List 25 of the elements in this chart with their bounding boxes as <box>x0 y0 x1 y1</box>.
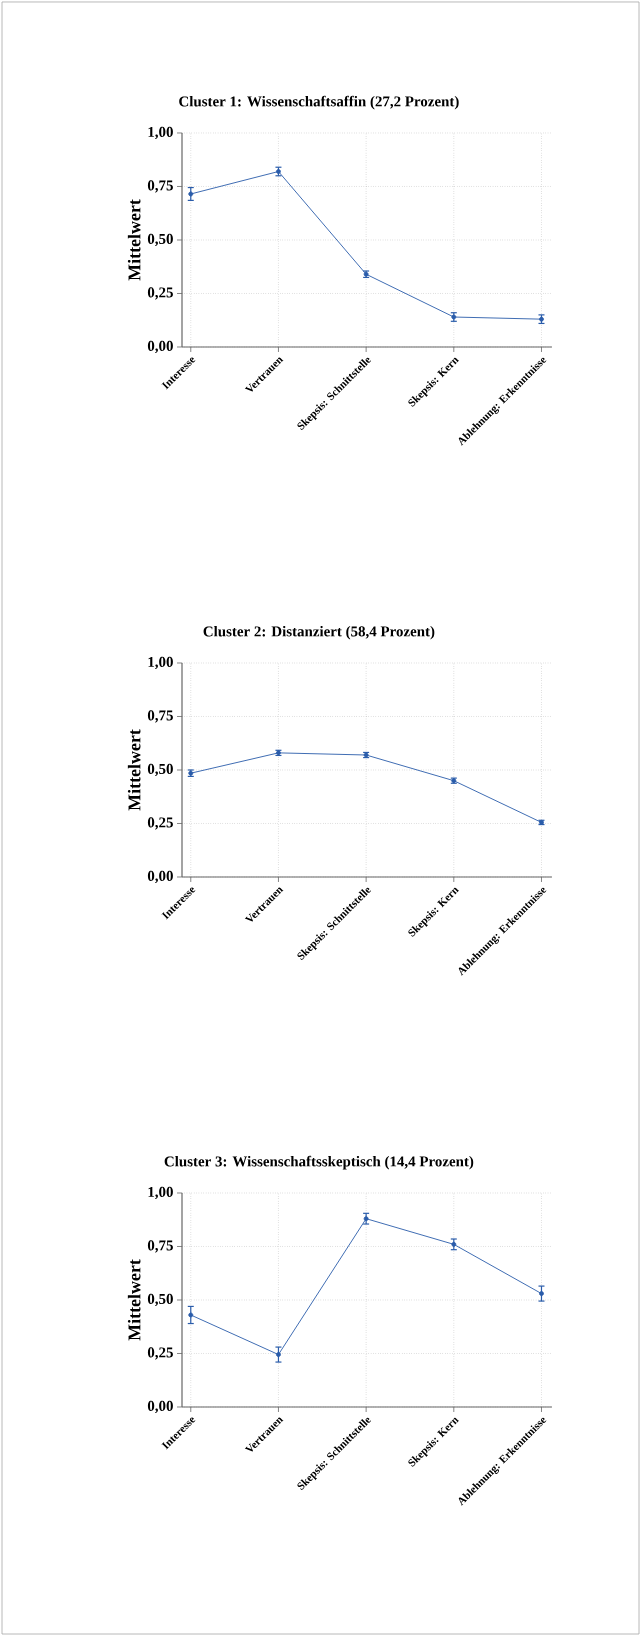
y-axis-title: Mittelwert <box>127 729 141 811</box>
y-axis-title: Mittelwert <box>127 1259 141 1341</box>
point <box>276 1352 281 1358</box>
point <box>188 1312 194 1318</box>
y-tick-label: 0,25 <box>147 1347 173 1360</box>
chart-title: Cluster 1: Wissenschaftsaffin (27,2 Prozent) <box>179 95 459 110</box>
point <box>539 1291 544 1297</box>
y-tick-label: 0,00 <box>147 340 173 354</box>
y-tick-label: 1,00 <box>148 126 173 140</box>
chart-title: Cluster 3: Wissenschaftsskeptisch (14,4 Prozent) <box>164 1155 474 1170</box>
y-tick-label: 0,00 <box>147 1400 173 1414</box>
y-tick-label: 1,00 <box>148 1186 173 1200</box>
y-tick-label: 0,25 <box>147 817 173 830</box>
chart-title: Cluster 2: Distanziert (58,4 Prozent) <box>203 625 435 640</box>
y-tick-label: 0,50 <box>147 1293 173 1307</box>
y-tick-label: 0,50 <box>147 763 173 777</box>
point <box>188 191 194 197</box>
y-tick-label: 0,00 <box>147 870 173 884</box>
y-tick-label: 0,75 <box>147 180 173 193</box>
y-tick-label: 1,00 <box>148 656 173 670</box>
y-tick-label: 0,75 <box>147 710 173 723</box>
y-tick-label: 0,50 <box>147 233 173 247</box>
y-tick-label: 0,75 <box>147 1240 173 1253</box>
y-tick-label: 0,25 <box>147 287 173 300</box>
y-axis-title: Mittelwert <box>127 199 141 281</box>
